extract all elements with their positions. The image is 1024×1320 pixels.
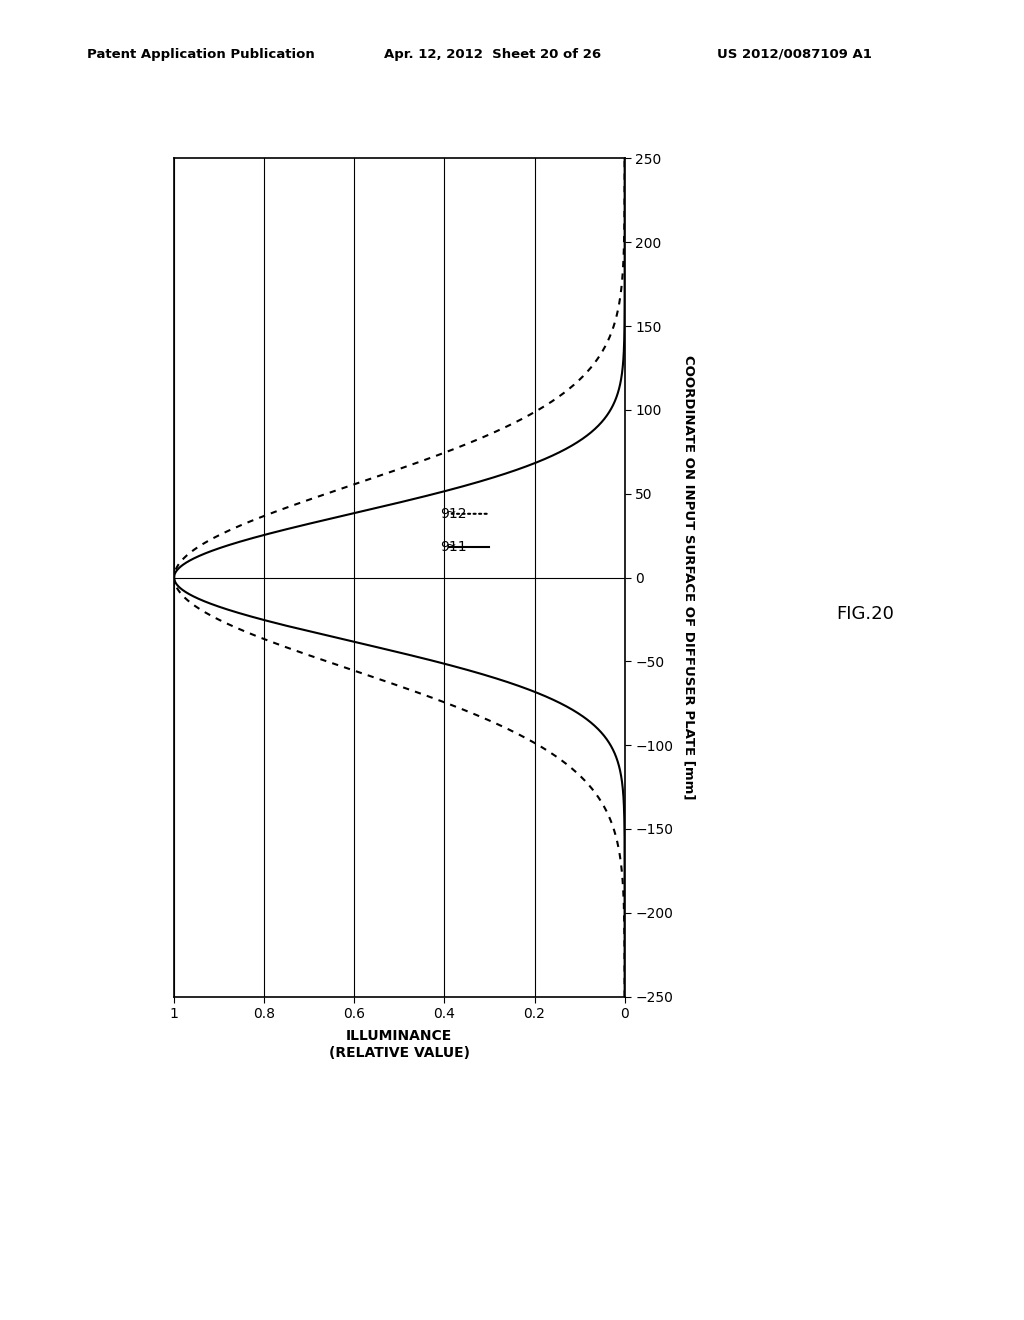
Text: Patent Application Publication: Patent Application Publication: [87, 48, 314, 61]
Text: ~: ~: [445, 506, 456, 519]
Text: 912: 912: [440, 507, 466, 521]
Y-axis label: COORDINATE ON INPUT SURFACE OF DIFFUSER PLATE [mm]: COORDINATE ON INPUT SURFACE OF DIFFUSER …: [682, 355, 695, 800]
Text: FIG.20: FIG.20: [837, 605, 894, 623]
X-axis label: ILLUMINANCE
(RELATIVE VALUE): ILLUMINANCE (RELATIVE VALUE): [329, 1030, 470, 1060]
Text: ~: ~: [445, 539, 456, 552]
Text: 911: 911: [440, 540, 467, 554]
Text: US 2012/0087109 A1: US 2012/0087109 A1: [717, 48, 871, 61]
Text: Apr. 12, 2012  Sheet 20 of 26: Apr. 12, 2012 Sheet 20 of 26: [384, 48, 601, 61]
